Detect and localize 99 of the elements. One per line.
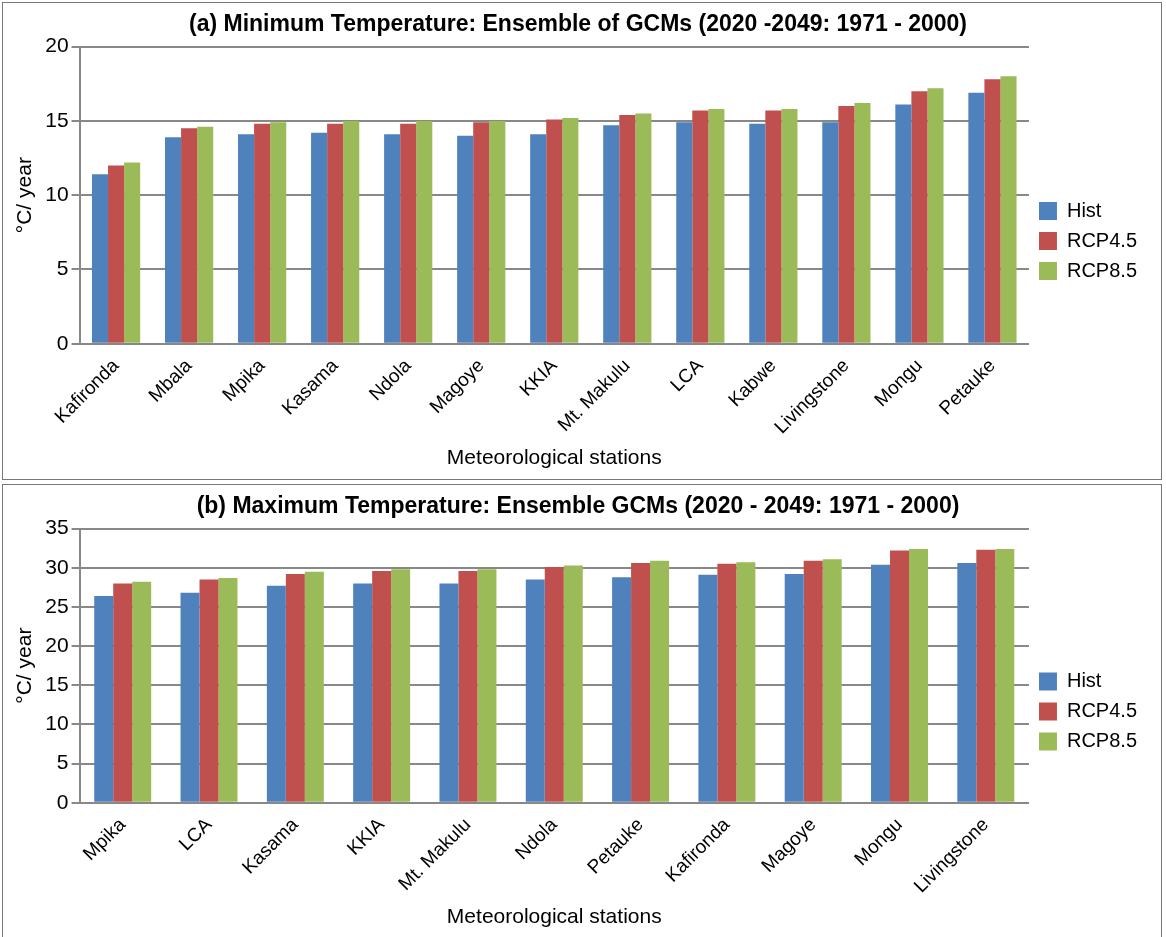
bar: [968, 92, 985, 343]
legend-label: Hist: [1066, 669, 1102, 692]
bar: [458, 570, 478, 802]
bar: [270, 122, 287, 343]
bar: [717, 563, 737, 802]
bar: [266, 585, 286, 802]
bar: [995, 548, 1015, 802]
bar: [384, 134, 401, 343]
bar: [165, 137, 182, 343]
bar: [94, 595, 114, 802]
y-tick-label: 20: [45, 33, 69, 57]
bar: [343, 120, 360, 343]
bar: [91, 174, 109, 343]
y-tick-label: 0: [56, 789, 69, 813]
x-axis-title: Meteorological stations: [446, 445, 662, 469]
y-tick-label: 15: [45, 672, 69, 696]
bar: [199, 579, 219, 802]
bar: [416, 120, 433, 343]
bar: [676, 122, 693, 343]
bar: [911, 91, 928, 343]
bar: [180, 592, 200, 802]
bar: [457, 135, 474, 343]
x-tick-label: LCA: [665, 354, 708, 396]
y-tick-label: 0: [56, 330, 69, 354]
bar: [984, 79, 1001, 343]
bar: [238, 134, 255, 343]
bar: [530, 134, 547, 343]
y-tick-label: 10: [45, 711, 69, 735]
bar: [197, 126, 214, 343]
bar: [822, 559, 842, 802]
bar: [909, 548, 928, 802]
bar: [698, 574, 718, 802]
bar: [1000, 76, 1017, 343]
bar: [489, 120, 506, 343]
y-axis-title: °C/ year: [12, 157, 36, 234]
bar: [635, 113, 652, 343]
bar: [603, 125, 620, 343]
legend-label: RCP4.5: [1066, 699, 1137, 722]
bar: [181, 128, 198, 343]
bar: [957, 563, 977, 802]
bar: [822, 122, 839, 343]
bar: [976, 549, 996, 802]
chart-title: (b) Maximum Temperature: Ensemble GCMs (2020 - 2049: 1971 - 2000): [196, 492, 960, 519]
y-tick-label: 35: [45, 515, 69, 539]
chart-title: (a) Minimum Temperature: Ensemble of GCMs (2020 -2049: 1971 - 2000): [188, 10, 968, 37]
bar: [304, 571, 324, 802]
bar: [765, 110, 782, 343]
y-tick-label: 10: [45, 181, 69, 205]
bar: [285, 574, 305, 802]
x-axis-title: Meteorological stations: [446, 904, 662, 928]
bar: [781, 108, 798, 343]
bar: [612, 577, 632, 802]
bar: [838, 106, 855, 343]
legend-label: RCP4.5: [1066, 228, 1137, 251]
bar: [124, 162, 141, 343]
bar: [113, 583, 133, 802]
y-tick-label: 30: [45, 554, 69, 578]
y-tick-label: 15: [45, 107, 69, 131]
bar: [132, 581, 152, 802]
bar: [108, 165, 125, 343]
bar: [353, 583, 373, 802]
legend-label: RCP8.5: [1066, 729, 1137, 752]
bar: [803, 560, 823, 802]
y-axis-title: °C/ year: [12, 627, 36, 704]
bar: [546, 119, 563, 343]
bar: [525, 579, 545, 802]
bar: [631, 563, 651, 802]
bar: [927, 88, 944, 343]
bar: [400, 123, 417, 343]
bar: [563, 565, 583, 802]
bar: [736, 562, 756, 802]
bar: [890, 550, 909, 802]
bar: [311, 132, 328, 343]
y-tick-label: 5: [56, 750, 69, 774]
x-tick-label: LCA: [174, 813, 216, 855]
bar: [895, 104, 912, 343]
bar: [473, 122, 490, 343]
bar: [854, 103, 871, 343]
bar: [692, 110, 709, 343]
bar: [871, 564, 891, 802]
bar: [327, 123, 344, 343]
bar: [650, 560, 670, 802]
bar: [562, 117, 579, 343]
bar: [439, 583, 459, 802]
bar: [391, 569, 411, 802]
bar: [477, 569, 497, 802]
bar: [619, 114, 636, 343]
bar: [372, 570, 392, 802]
y-tick-label: 20: [45, 632, 69, 656]
bar: [254, 123, 271, 343]
bar: [218, 577, 238, 802]
bar: [708, 108, 725, 343]
y-tick-label: 5: [56, 256, 69, 280]
legend-label: RCP8.5: [1066, 258, 1137, 281]
y-tick-label: 25: [45, 593, 69, 617]
bar: [749, 123, 766, 343]
bar: [784, 574, 804, 802]
bar: [544, 566, 564, 802]
legend-label: Hist: [1066, 198, 1102, 221]
